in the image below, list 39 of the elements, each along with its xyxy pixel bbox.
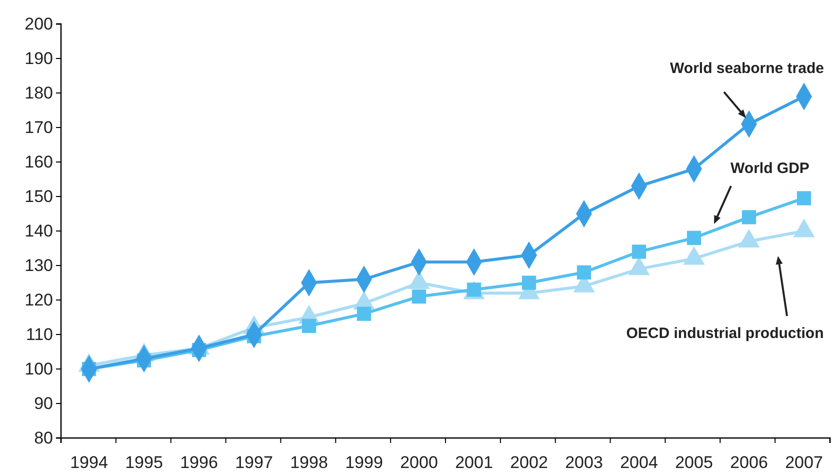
y-tick-label: 110	[26, 324, 53, 344]
x-tick-label: 1997	[235, 453, 273, 472]
x-tick-label: 1995	[125, 453, 163, 472]
y-tick-label: 130	[24, 256, 53, 275]
x-tick-label: 1994	[70, 453, 108, 472]
y-tick-label: 180	[24, 83, 53, 102]
y-tick-label: 120	[24, 290, 53, 310]
point	[796, 191, 812, 206]
x-tick-label: 2007	[785, 453, 823, 472]
annotation: World GDP	[730, 160, 810, 177]
x-tick-label: 2000	[400, 453, 438, 472]
x-tick-label: 2002	[510, 453, 548, 472]
x-tick-label: 2004	[620, 453, 658, 472]
y-tick-label: 90	[34, 394, 53, 413]
y-tick-label: 190	[24, 48, 53, 68]
y-tick-label: 170	[24, 118, 53, 137]
point	[632, 244, 646, 259]
x-tick-label: 1996	[180, 453, 218, 472]
y-tick-label: 100	[24, 359, 53, 378]
x-tick-label: 2003	[565, 453, 603, 472]
x-tick-label: 2001	[455, 453, 493, 472]
y-tick-label: 80	[34, 428, 53, 448]
point	[686, 230, 702, 245]
x-tick-label: 1998	[290, 453, 328, 472]
annotation: World seaborne trade	[670, 60, 824, 77]
y-tick-label: 200	[24, 14, 53, 34]
annotation: OECD industrial production	[626, 325, 824, 342]
x-tick-label: 2005	[675, 453, 713, 472]
y-tick-label: 160	[24, 152, 53, 172]
x-tick-label: 1999	[345, 453, 383, 472]
point	[356, 306, 372, 321]
point	[522, 276, 536, 290]
y-tick-label: 140	[24, 221, 53, 240]
y-tick-label: 150	[24, 186, 53, 206]
x-tick-label: 2006	[730, 453, 768, 472]
point	[412, 289, 426, 304]
point	[576, 265, 592, 280]
point	[302, 318, 316, 333]
point	[742, 210, 756, 224]
